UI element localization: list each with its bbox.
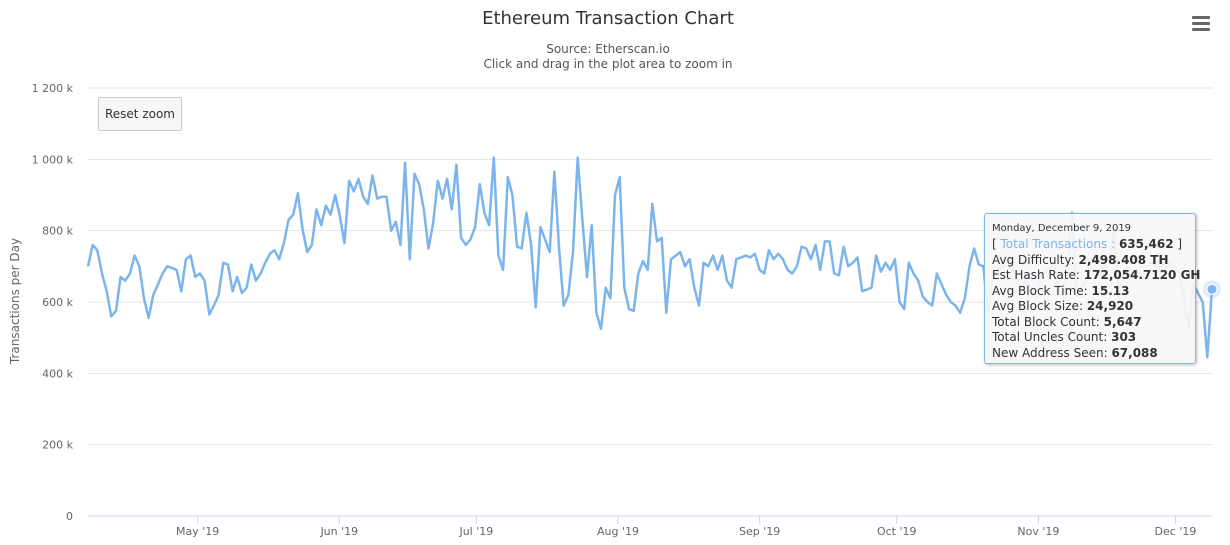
tooltip-row: Total Block Count: 5,647 [992, 315, 1188, 331]
tooltip-row-value: 24,920 [1086, 299, 1134, 313]
tooltip-row-value: 2,498.408 TH [1078, 252, 1169, 267]
x-tick-label: Aug '19 [597, 525, 639, 538]
chart-subtitle-source: Source: Etherscan.io [546, 42, 670, 56]
tooltip-row-label: Avg Difficulty: [992, 252, 1079, 267]
tooltip-series-name: Total Transactions [1000, 237, 1108, 251]
x-tick-label: Oct '19 [877, 525, 917, 538]
tooltip-row-label: Avg Block Size: [992, 299, 1087, 313]
tooltip-series-value: 635,462 [1118, 237, 1174, 251]
tooltip-series-sep: : [1107, 237, 1119, 251]
tooltip-row-label: Est Hash Rate: [992, 268, 1084, 282]
chart-subtitle-hint: Click and drag in the plot area to zoom … [483, 57, 733, 71]
y-tick-label: 0 [66, 510, 73, 523]
x-tick-label: Sep '19 [739, 525, 780, 538]
tooltip-row-value: 172,054.7120 GH [1083, 268, 1201, 282]
x-tick-label: Nov '19 [1017, 525, 1059, 538]
y-tick-label: 400 k [42, 367, 73, 380]
tooltip-row-value: 15.13 [1091, 283, 1130, 298]
tooltip-open-bracket: [ [992, 237, 997, 251]
x-tick-label: Jul '19 [458, 525, 493, 538]
y-tick-label: 600 k [42, 296, 73, 309]
tooltip-row: Avg Difficulty: 2,498.408 TH [992, 253, 1188, 269]
tooltip-row: Est Hash Rate: 172,054.7120 GH [992, 268, 1200, 284]
tooltip-row-value: 5,647 [1103, 314, 1142, 329]
tooltip-close-bracket: ] [1177, 237, 1183, 251]
reset-zoom-button[interactable]: Reset zoom [98, 97, 182, 131]
x-tick-label: Dec '19 [1155, 525, 1197, 538]
chart-title: Ethereum Transaction Chart [482, 8, 734, 29]
hover-marker[interactable] [1206, 283, 1218, 295]
y-tick-label: 1 200 k [32, 82, 74, 95]
tooltip-date: Monday, December 9, 2019 [992, 223, 1132, 234]
y-axis: 0 200 k 400 k 600 k 800 k 1 000 k 1 200 k [32, 82, 74, 523]
tooltip-row-label: Avg Block Time: [992, 283, 1092, 298]
tooltip-row-value: 67,088 [1111, 345, 1158, 360]
tooltip: Monday, December 9, 2019 [ Total Transac… [984, 213, 1200, 364]
x-tick-label: May '19 [176, 525, 219, 538]
tooltip-row-label: Total Uncles Count: [992, 330, 1112, 344]
tooltip-row: Total Uncles Count: 303 [992, 330, 1188, 346]
tooltip-row: Avg Block Size: 24,920 [992, 299, 1188, 315]
y-axis-label: Transactions per Day [8, 238, 22, 365]
y-tick-label: 1 000 k [32, 153, 74, 166]
x-tick-label: Jun '19 [319, 525, 358, 538]
y-tick-label: 800 k [42, 225, 73, 238]
tooltip-row-value: 303 [1111, 330, 1137, 344]
y-tick-label: 200 k [42, 439, 73, 452]
tooltip-row-label: New Address Seen: [992, 345, 1112, 360]
x-axis: May '19 Jun '19 Jul '19 Aug '19 Sep '19 Oct '… [176, 516, 1196, 538]
tooltip-series-row: [ Total Transactions : 635,462 ] [992, 237, 1188, 253]
tooltip-row-label: Total Block Count: [992, 314, 1104, 329]
tooltip-row: New Address Seen: 67,088 [992, 346, 1188, 362]
hamburger-menu-icon[interactable] [1192, 16, 1210, 32]
tooltip-row: Avg Block Time: 15.13 [992, 284, 1188, 300]
